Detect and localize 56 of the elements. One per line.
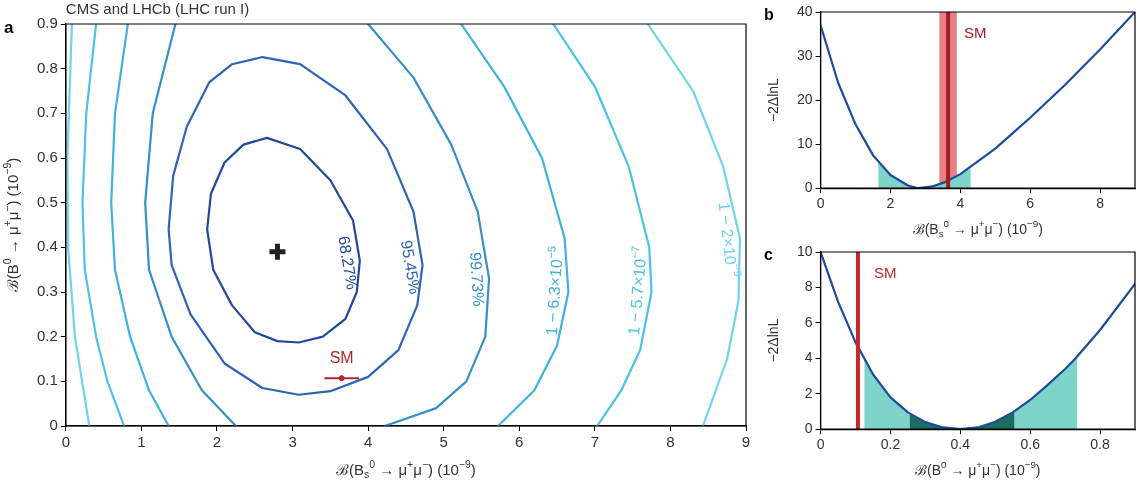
x-tick-label: 9 bbox=[741, 433, 751, 451]
x-tick-label: 5 bbox=[439, 433, 448, 451]
chart-title: CMS and LHCb (LHC run I) bbox=[65, 0, 250, 18]
y-tick-label: 0.2 bbox=[36, 326, 58, 344]
x-tick-label: 0 bbox=[61, 433, 71, 451]
y-tick-label: 0.6 bbox=[36, 148, 58, 166]
x-tick-label: 0.6 bbox=[1020, 436, 1041, 453]
ref-line-label: SM bbox=[873, 264, 897, 282]
text: 99.73% bbox=[467, 251, 488, 307]
y-tick-label: 40 bbox=[796, 2, 813, 19]
y-tick-label: 10 bbox=[796, 135, 813, 152]
x-tick-label: 8 bbox=[666, 433, 675, 451]
y-axis-title: −2ΔlnL bbox=[764, 318, 781, 363]
y-tick-label: 4 bbox=[804, 349, 813, 366]
y-tick-label: 0.7 bbox=[36, 103, 58, 121]
x-tick-label: 7 bbox=[590, 433, 600, 451]
x-tick-label: 0.2 bbox=[880, 436, 901, 453]
y-tick-label: 30 bbox=[796, 46, 813, 63]
x-tick-label: 4 bbox=[956, 195, 965, 212]
x-tick-label: 1 bbox=[137, 433, 146, 451]
y-tick-label: 0.8 bbox=[36, 58, 58, 76]
y-tick-label: 20 bbox=[796, 90, 813, 107]
y-tick-label: 0 bbox=[804, 179, 813, 196]
text: SM bbox=[329, 348, 354, 366]
text: b bbox=[764, 6, 774, 24]
text: ℬ(B0 → μ+μ−) (10−9) bbox=[1, 157, 22, 293]
y-tick-label: 0 bbox=[49, 416, 58, 434]
x-tick-label: 0 bbox=[816, 195, 825, 212]
y-tick-label: 0.5 bbox=[36, 192, 58, 210]
x-tick-label: 2 bbox=[212, 433, 222, 451]
y-tick-label: 0.9 bbox=[36, 14, 58, 32]
text: a bbox=[4, 17, 14, 37]
y-tick-label: 8 bbox=[804, 278, 813, 295]
y-axis-title: −2ΔlnL bbox=[764, 77, 781, 123]
text: 68.27% bbox=[335, 234, 361, 291]
x-tick-label: 6 bbox=[515, 433, 524, 451]
y-tick-label: 6 bbox=[804, 313, 813, 330]
x-tick-label: 6 bbox=[1026, 195, 1035, 212]
x-tick-label: 0.4 bbox=[950, 436, 971, 453]
y-tick-label: 0 bbox=[804, 420, 813, 437]
x-tick-label: 0.8 bbox=[1090, 436, 1111, 453]
text: 1 − 6.3×10−5 bbox=[542, 245, 566, 337]
y-tick-label: 0.1 bbox=[36, 371, 58, 389]
text: 95.45% bbox=[397, 239, 424, 296]
y-tick-label: 2 bbox=[804, 384, 813, 401]
y-tick-label: 0.4 bbox=[36, 237, 58, 255]
ref-line-label: SM bbox=[964, 24, 987, 42]
x-tick-label: 2 bbox=[886, 195, 895, 212]
x-tick-label: 0 bbox=[816, 436, 825, 453]
x-tick-label: 3 bbox=[288, 433, 297, 451]
y-tick-label: 0.3 bbox=[36, 282, 58, 300]
y-tick-label: 10 bbox=[796, 242, 813, 259]
x-tick-label: 4 bbox=[363, 433, 373, 451]
text: 1 − 5.7×10−7 bbox=[625, 245, 649, 336]
x-tick-label: 8 bbox=[1096, 195, 1105, 212]
text: c bbox=[764, 246, 773, 264]
